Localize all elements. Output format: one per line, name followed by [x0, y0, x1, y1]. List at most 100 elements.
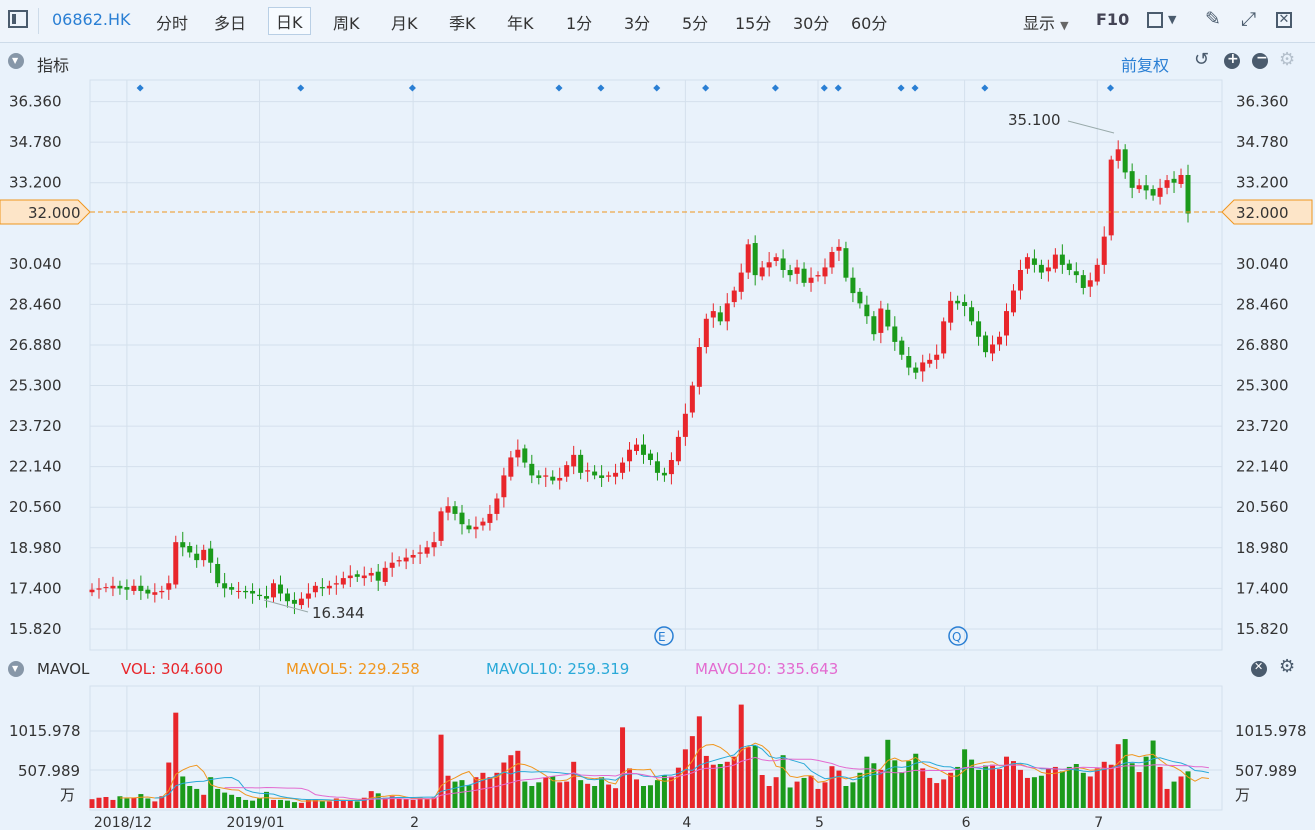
stock-symbol[interactable]: 06862.HK	[52, 10, 131, 29]
candle-body	[976, 321, 982, 337]
period-tab-quarterly[interactable]: 季K	[449, 14, 476, 33]
volume-bar	[459, 780, 465, 808]
period-tab-1min[interactable]: 1分	[566, 14, 593, 33]
candle-body	[857, 291, 863, 304]
price-tick-label: 18.980	[1236, 539, 1289, 557]
price-plot-area	[89, 79, 1223, 651]
candle-body	[1129, 171, 1135, 188]
period-tab-daily[interactable]: 日K	[268, 7, 311, 35]
collapse-down-icon[interactable]: ▼	[8, 661, 24, 677]
period-tab-5min[interactable]: 5分	[682, 14, 709, 33]
volume-bar	[550, 776, 556, 808]
volume-bar	[110, 799, 116, 808]
candle-body	[822, 267, 828, 277]
volume-bar	[208, 777, 214, 808]
display-menu-button[interactable]: 显示 ▼	[1023, 10, 1069, 34]
candle-body	[375, 571, 381, 581]
adjustment-select[interactable]: 前复权	[1121, 56, 1170, 75]
price-tick-label: 30.040	[1236, 255, 1289, 273]
f10-button[interactable]: F10	[1096, 10, 1130, 29]
caret-down-icon[interactable]: ▼	[1168, 13, 1177, 26]
volume-bar	[284, 800, 290, 808]
candle-body	[89, 589, 95, 593]
q-event-marker[interactable]	[948, 626, 968, 646]
undo-icon[interactable]: ↺	[1194, 49, 1210, 70]
close-indicator-icon[interactable]: ✕	[1251, 660, 1267, 677]
volume-unit-left: 万	[60, 786, 75, 804]
period-tab-intraday[interactable]: 分时	[156, 14, 189, 33]
candle-body	[215, 563, 221, 584]
date-label: 5	[815, 815, 824, 830]
volume-bar	[333, 798, 339, 808]
period-tab-weekly[interactable]: 周K	[333, 14, 360, 33]
volume-bar	[347, 799, 353, 808]
candle-body	[738, 272, 744, 292]
square-layout-icon[interactable]	[1147, 12, 1163, 28]
volume-settings-gear-icon[interactable]: ⚙	[1279, 656, 1296, 677]
candle-body	[1136, 185, 1142, 190]
volume-bar	[536, 782, 542, 808]
high-annotation-leader	[1067, 120, 1115, 134]
price-tick-label: 17.400	[1236, 579, 1289, 597]
candle-body	[1115, 149, 1121, 161]
candle-body	[675, 436, 681, 462]
candle-body	[745, 244, 751, 273]
volume-bar	[1171, 781, 1177, 808]
zoom-in-icon[interactable]: +	[1224, 51, 1240, 69]
price-tick-label: 34.780	[9, 133, 62, 151]
candle-body	[445, 506, 451, 513]
candle-body	[627, 449, 633, 462]
zoom-out-icon[interactable]: −	[1252, 50, 1268, 69]
volume-bar	[738, 704, 744, 808]
candle-body	[801, 268, 807, 283]
volume-bar	[613, 788, 619, 808]
candle-body	[382, 567, 388, 582]
candle-body	[592, 471, 598, 476]
period-tab-60min[interactable]: 60分	[851, 14, 888, 33]
candle-body	[103, 587, 109, 589]
candle-body	[1073, 271, 1079, 276]
volume-bar	[1031, 777, 1037, 808]
display-label: 显示	[1023, 14, 1056, 33]
volume-bar	[689, 736, 695, 808]
volume-indicator-label[interactable]: MAVOL	[37, 660, 90, 678]
volume-bar	[1164, 788, 1170, 808]
candle-body	[850, 277, 856, 294]
price-tick-label: 23.720	[9, 417, 62, 435]
candle-body	[731, 290, 737, 303]
volume-bar	[934, 783, 940, 808]
candle-body	[277, 584, 283, 594]
volume-bar	[599, 777, 605, 808]
period-tab-30min[interactable]: 30分	[793, 14, 830, 33]
candle-body	[264, 596, 270, 599]
volume-bar	[124, 798, 130, 808]
period-tab-15min[interactable]: 15分	[735, 14, 772, 33]
candle-body	[620, 462, 626, 473]
price-tick-label: 15.820	[9, 620, 62, 638]
settings-gear-icon[interactable]: ⚙	[1279, 49, 1296, 70]
candle-body	[599, 475, 605, 478]
volume-bar	[801, 777, 807, 808]
period-tab-3min[interactable]: 3分	[624, 14, 651, 33]
candle-body	[613, 472, 619, 477]
volume-bar	[229, 794, 235, 808]
q-event-label: Q	[952, 630, 961, 644]
indicator-label[interactable]: 指标	[37, 56, 70, 75]
candle-body	[955, 300, 961, 304]
candle-body	[1150, 189, 1156, 196]
candle-body	[647, 453, 653, 460]
candle-body	[361, 575, 367, 579]
draw-pen-icon[interactable]: ✎	[1205, 8, 1221, 30]
volume-bar	[1017, 769, 1023, 808]
volume-bar	[878, 769, 884, 808]
volume-bar	[969, 759, 975, 808]
period-tab-multiday[interactable]: 多日	[214, 14, 247, 33]
candle-body	[906, 356, 912, 368]
period-tab-monthly[interactable]: 月K	[391, 14, 418, 33]
period-tab-yearly[interactable]: 年K	[507, 14, 534, 33]
earnings-event-marker[interactable]	[654, 626, 674, 646]
collapse-down-icon[interactable]: ▼	[8, 53, 24, 69]
close-icon[interactable]: ✕	[1276, 12, 1292, 28]
fullscreen-icon[interactable]: ⤢	[1241, 8, 1257, 30]
sidebar-toggle-icon[interactable]	[8, 10, 28, 28]
